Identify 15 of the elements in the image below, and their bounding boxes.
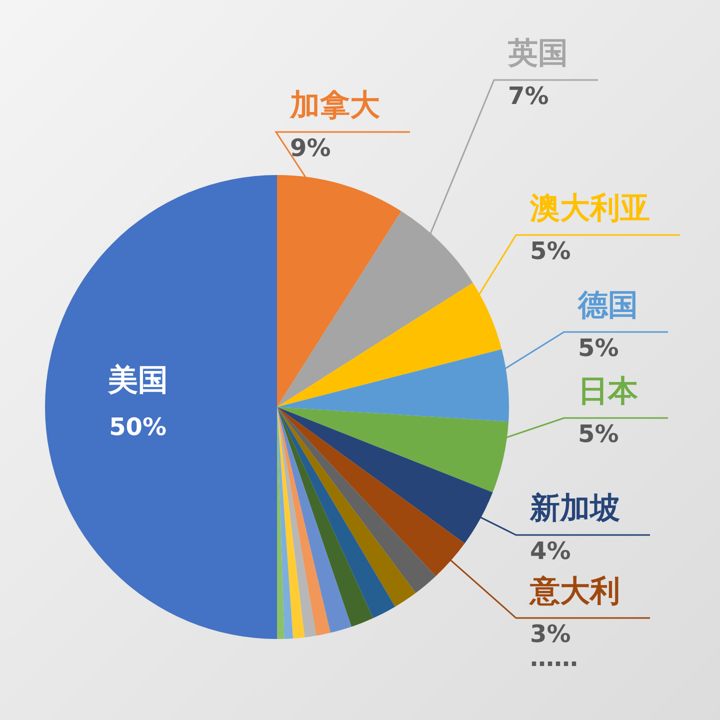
data-label: 4% bbox=[530, 537, 571, 566]
slice-label: 意大利 bbox=[528, 574, 620, 609]
slice-label: 美国 bbox=[106, 362, 168, 398]
data-label: 9% bbox=[290, 134, 331, 162]
data-label: 50% bbox=[109, 413, 167, 442]
data-label: 7% bbox=[508, 82, 549, 110]
data-label: 5% bbox=[530, 237, 571, 266]
slice-label: 新加坡 bbox=[529, 490, 620, 526]
data-label: 5% bbox=[578, 420, 619, 448]
slice-label: 澳大利亚 bbox=[529, 190, 650, 226]
slice-label: 日本 bbox=[578, 374, 639, 409]
data-label: 5% bbox=[578, 334, 619, 362]
slice-label: 英国 bbox=[507, 36, 568, 71]
slice-label: 德国 bbox=[577, 288, 638, 323]
slice-label: 加拿大 bbox=[289, 88, 381, 123]
